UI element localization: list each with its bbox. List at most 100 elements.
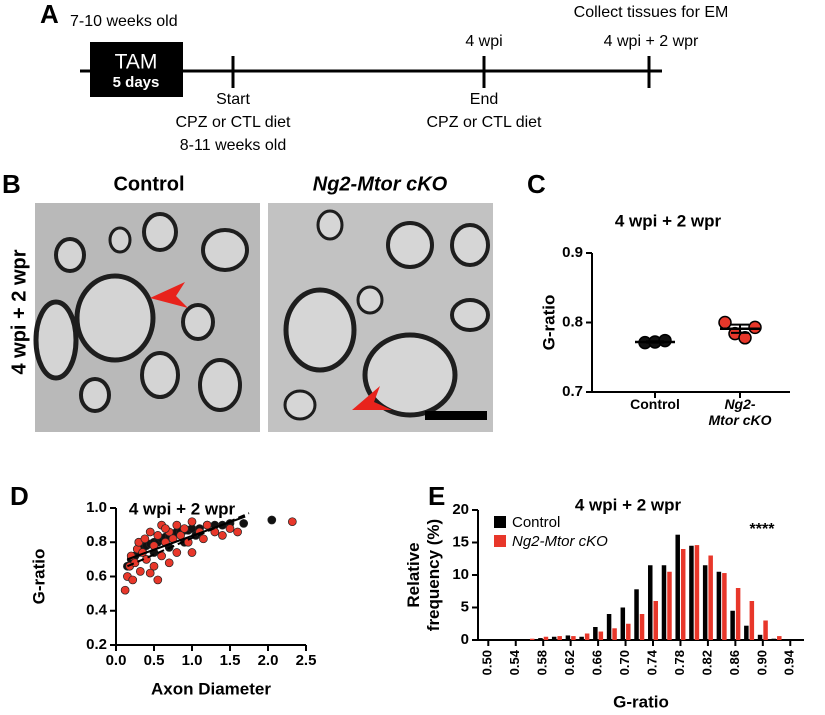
point [135, 567, 145, 576]
point [267, 515, 277, 525]
fit-line [126, 512, 250, 568]
em-image [33, 203, 260, 432]
legend-label: Control [512, 514, 560, 531]
x-tick-label: 0.86 [727, 650, 742, 675]
point [202, 520, 212, 530]
y-tick-label: 15 [452, 533, 469, 550]
bar [757, 634, 763, 640]
y-tick-label: 0.6 [86, 567, 107, 584]
chart-title: 4 wpi + 2 wpr [615, 211, 722, 230]
point [140, 534, 150, 544]
point [287, 517, 297, 527]
bar [551, 636, 557, 640]
bar [524, 639, 529, 640]
bar [579, 636, 584, 640]
y-tick-label: 10 [452, 566, 469, 583]
end-label: End [470, 91, 498, 108]
arrow [150, 282, 188, 308]
start-age: 8-11 weeks old [180, 137, 286, 154]
bar [722, 573, 727, 640]
y-axis-label-box: Relative frequency (%) [404, 518, 443, 632]
column-header: Ng2-Mtor cKO [313, 173, 448, 195]
x-tick-label: 1.5 [220, 652, 241, 669]
point [187, 517, 197, 527]
bar [735, 588, 741, 640]
bar [584, 633, 590, 640]
point [145, 527, 155, 537]
y-axis-label: G-ratio [539, 295, 558, 351]
point [172, 520, 182, 530]
bar [598, 631, 604, 640]
point [172, 548, 182, 557]
age-start: 7-10 weeks old [70, 13, 178, 30]
x-tick-label: 0.58 [535, 650, 550, 675]
tam-label: TAM [115, 51, 158, 74]
bar [689, 545, 694, 640]
y-tick-label: 0.4 [86, 602, 108, 619]
y-tick-label: 1.0 [86, 499, 107, 516]
x-tick-label: 2.0 [258, 652, 279, 669]
x-tick-label: 0.0 [106, 652, 127, 669]
arrow [352, 386, 392, 410]
panel-letter: E [428, 481, 445, 511]
dot [718, 315, 732, 330]
x-axis-label: Axon Diameter [151, 679, 271, 698]
panel-letter: D [10, 481, 29, 511]
point [218, 531, 227, 540]
bar [620, 607, 626, 640]
em-image [268, 203, 493, 432]
y-axis-label: G-ratio [29, 549, 48, 605]
y-tick-label: 0 [461, 631, 469, 648]
bar [777, 636, 782, 640]
point [153, 575, 163, 585]
bar [648, 565, 653, 640]
legend-label: Ng2-Mtor cKO [512, 533, 608, 550]
point [130, 558, 140, 568]
chart-title: 4 wpi + 2 wpr [129, 499, 236, 518]
bar [708, 555, 713, 640]
bar [730, 610, 735, 640]
bar [680, 549, 686, 640]
bar [571, 636, 576, 640]
tam-duration: 5 days [113, 74, 160, 91]
bar [661, 565, 667, 640]
point [225, 524, 235, 533]
bar [653, 601, 659, 640]
bar [771, 638, 777, 640]
y-tick-label: 0.9 [562, 244, 583, 261]
x-tick-label: 0.50 [480, 650, 495, 675]
x-axis-label: G-ratio [613, 692, 669, 711]
legend-swatch [494, 535, 506, 547]
point [164, 558, 174, 568]
start-diet: CPZ or CTL diet [176, 114, 292, 131]
y-tick-label: 0.7 [562, 383, 583, 400]
x-tick-label: 0.94 [782, 649, 797, 675]
point [120, 585, 130, 595]
bar [565, 635, 571, 640]
y-axis-label: Relative frequency (%) [404, 518, 443, 632]
x-tick-label: 0.70 [617, 650, 632, 675]
point [153, 531, 163, 540]
point [233, 527, 242, 537]
x-tick-label: Control [630, 396, 680, 412]
chart-title: 4 wpi + 2 wpr [575, 495, 682, 514]
dot [748, 320, 762, 335]
point [161, 524, 170, 533]
bar [538, 638, 543, 640]
bar [593, 627, 598, 640]
x-tick-label: Ng2- Mtor cKO [708, 396, 772, 429]
bar [639, 614, 645, 640]
column-header: Control [113, 173, 184, 195]
y-tick-label: 20 [452, 501, 469, 518]
panel-letter: B [2, 169, 21, 199]
collect-time: 4 wpi + 2 wpr [604, 33, 699, 50]
tam-box [90, 42, 183, 97]
bar [543, 636, 549, 640]
bar [763, 620, 768, 640]
y-tick-label: 0.2 [86, 636, 107, 653]
point [149, 561, 159, 571]
x-tick-label: 1.0 [182, 652, 203, 669]
bar [744, 625, 749, 640]
bar [606, 614, 612, 640]
